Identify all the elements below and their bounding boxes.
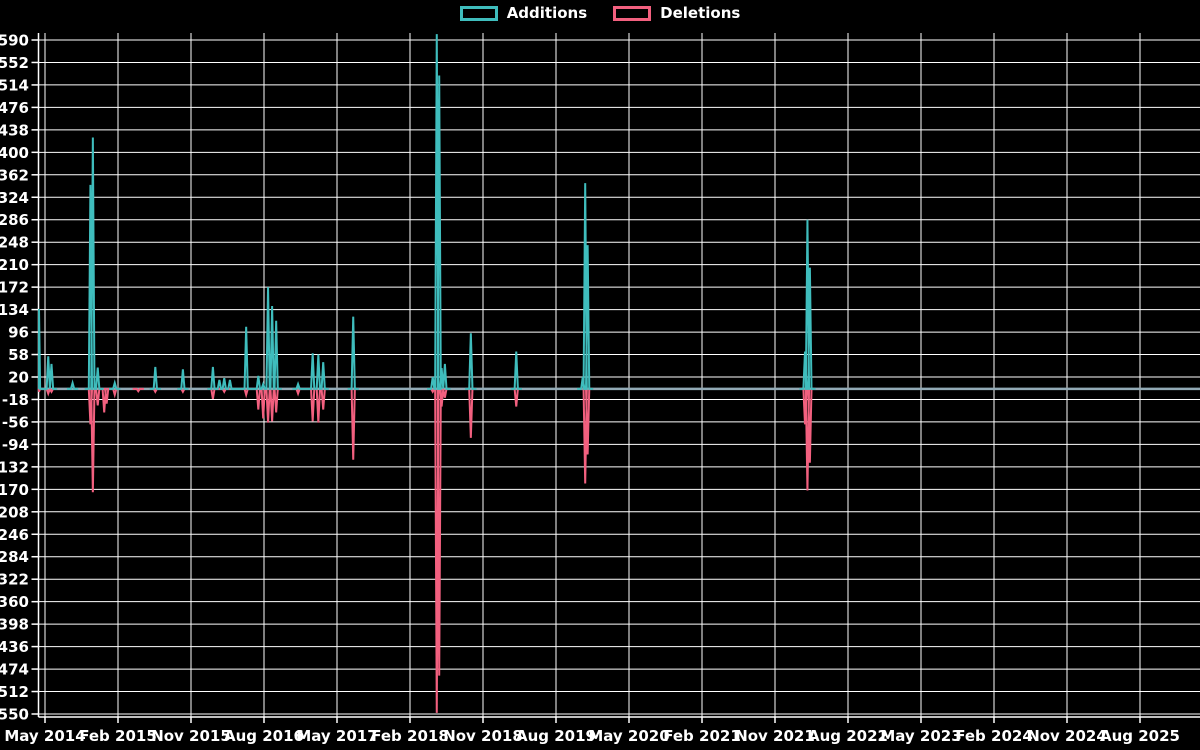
y-tick-label: -398 [0, 616, 29, 634]
x-tick-label: Aug 2022 [808, 727, 888, 745]
additions-line [84, 137, 104, 390]
y-tick-label: -436 [0, 638, 29, 656]
y-tick-label: 362 [0, 166, 29, 184]
y-tick-label: 590 [0, 32, 29, 50]
x-tick-label: Aug 2025 [1100, 727, 1180, 745]
x-tick-label: Nov 2021 [735, 727, 815, 745]
x-tick-label: Nov 2018 [443, 727, 523, 745]
y-tick-label: -94 [2, 436, 29, 454]
y-tick-label: 552 [0, 54, 29, 72]
x-tick-label: Nov 2015 [151, 727, 231, 745]
deletions-line [510, 387, 522, 407]
y-tick-label: -56 [2, 413, 29, 431]
additions-line [177, 369, 189, 390]
y-tick-label: 96 [8, 324, 29, 342]
y-tick-label: 438 [0, 121, 29, 139]
additions-line [577, 183, 594, 390]
y-tick-label: 324 [0, 189, 29, 207]
legend-label-deletions: Deletions [660, 4, 741, 22]
deletions-line [84, 387, 121, 493]
deletions-line [799, 387, 816, 491]
additions-line [66, 379, 79, 390]
deletions-line [427, 387, 451, 713]
deletions-swatch-icon [613, 6, 652, 21]
y-tick-label: -550 [0, 706, 29, 724]
x-tick-label: Feb 2024 [955, 727, 1033, 745]
y-tick-label: -132 [0, 458, 29, 476]
deletions-line [292, 387, 329, 423]
additions-line [347, 316, 359, 390]
additions-line [207, 287, 282, 390]
additions-line [149, 366, 161, 390]
x-tick-label: Aug 2019 [516, 727, 596, 745]
x-tick-label: May 2014 [4, 727, 85, 745]
x-tick-label: May 2017 [296, 727, 377, 745]
y-tick-label: 58 [8, 346, 29, 364]
x-tick-label: Nov 2024 [1027, 727, 1107, 745]
legend-label-additions: Additions [506, 4, 588, 22]
y-tick-label: 248 [0, 234, 29, 252]
y-tick-label: -512 [0, 683, 29, 701]
additions-line [292, 353, 329, 390]
y-tick-label: -322 [0, 571, 29, 589]
x-tick-label: Feb 2021 [663, 727, 741, 745]
deletions-line [207, 387, 230, 400]
x-tick-label: May 2023 [880, 727, 961, 745]
additions-line [427, 34, 451, 390]
deletions-line [465, 387, 477, 438]
legend-item-deletions[interactable]: Deletions [613, 6, 740, 21]
additions-swatch-icon [459, 6, 498, 21]
y-tick-label: 400 [0, 144, 29, 162]
additions-line [510, 351, 522, 390]
additions-line [109, 379, 121, 390]
x-tick-label: Feb 2018 [371, 727, 449, 745]
y-tick-label: -18 [2, 391, 29, 409]
y-tick-label: -360 [0, 593, 29, 611]
deletions-line [579, 387, 594, 484]
y-tick-label: 514 [0, 76, 29, 94]
deletions-line [240, 387, 282, 423]
x-tick-label: May 2020 [588, 727, 669, 745]
y-tick-label: -208 [0, 503, 29, 521]
y-tick-label: -284 [0, 548, 29, 566]
y-tick-label: -170 [0, 481, 29, 499]
x-tick-label: Feb 2015 [79, 727, 157, 745]
y-tick-label: 172 [0, 279, 29, 297]
y-tick-label: 20 [8, 369, 29, 387]
y-tick-label: 134 [0, 301, 29, 319]
legend-item-additions[interactable]: Additions [459, 4, 588, 22]
additions-line [38, 308, 58, 390]
chart-legend: Additions Deletions [0, 6, 1200, 21]
y-tick-label: -246 [0, 526, 29, 544]
y-tick-label: -474 [0, 661, 29, 679]
additions-line [465, 333, 477, 390]
deletions-line [132, 387, 144, 393]
y-tick-label: 286 [0, 211, 29, 229]
x-tick-label: Aug 2016 [224, 727, 304, 745]
y-tick-label: 476 [0, 99, 29, 117]
y-tick-label: 210 [0, 256, 29, 274]
additions-line [799, 219, 816, 390]
